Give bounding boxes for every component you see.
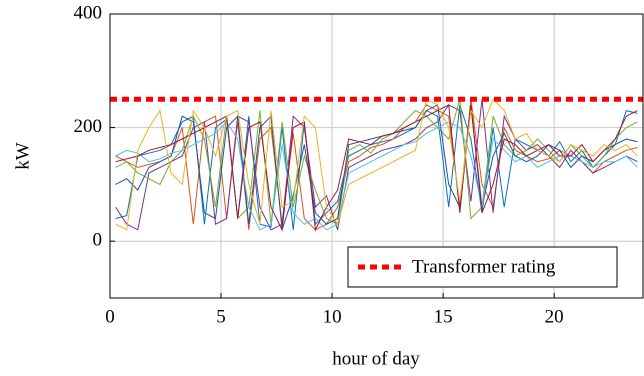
- series-line: [115, 121, 638, 231]
- series-line: [115, 104, 638, 230]
- x-axis-label: hour of day: [332, 348, 420, 369]
- legend-label: Transformer rating: [412, 256, 556, 277]
- series-line: [115, 104, 638, 232]
- y-tick-label: 400: [74, 2, 103, 23]
- x-tick-label: 10: [323, 306, 342, 327]
- y-tick-label: 200: [74, 116, 103, 137]
- series-line: [115, 98, 638, 231]
- plot-frame: [109, 13, 644, 299]
- x-tick-label: 0: [105, 306, 115, 327]
- x-tick-label: 5: [216, 306, 226, 327]
- series-line: [115, 104, 638, 230]
- legend: Transformer rating: [347, 246, 618, 288]
- y-axis-label: kW: [12, 142, 33, 170]
- y-tick-label: 0: [93, 230, 103, 251]
- x-tick-label: 20: [545, 306, 564, 327]
- series-line: [115, 99, 638, 225]
- x-tick-label: 15: [434, 306, 453, 327]
- legend-box: [347, 246, 618, 288]
- series-line: [115, 99, 638, 231]
